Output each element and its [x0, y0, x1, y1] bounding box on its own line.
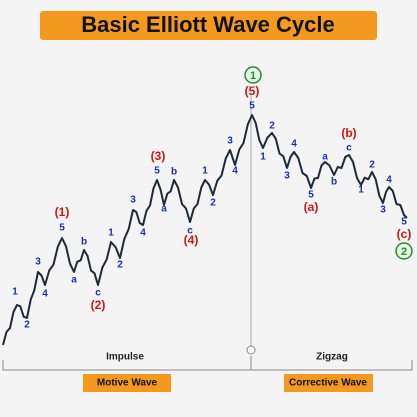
wave-label: b — [171, 167, 177, 178]
wave-label: 1 — [202, 166, 208, 177]
peak-marker-circle — [244, 66, 262, 84]
badge — [284, 374, 373, 392]
wave-line — [2, 114, 408, 346]
title-box — [40, 11, 377, 40]
section-label: Zigzag — [316, 352, 348, 363]
wave-label: 2 — [269, 121, 275, 132]
wave-label: 2 — [24, 320, 30, 331]
badge-label: Motive Wave — [97, 378, 158, 389]
wave-label: a — [71, 275, 77, 286]
wave-label: 5 — [59, 223, 65, 234]
wave-label: 5 — [154, 166, 160, 177]
wave-label: 4 — [42, 289, 48, 300]
badge — [83, 374, 171, 392]
wave-label: 2 — [210, 198, 216, 209]
wave-label: 3 — [130, 195, 136, 206]
section-label: Impulse — [106, 352, 144, 363]
degree-label: (1) — [55, 205, 70, 219]
wave-label: 3 — [380, 205, 386, 216]
wave-label: c — [346, 143, 352, 154]
wave-label: 1 — [108, 228, 114, 239]
wave-label: 4 — [291, 139, 297, 150]
wave-label: 5 — [401, 217, 407, 228]
wave-label: 3 — [35, 257, 41, 268]
wave-label: 4 — [386, 175, 392, 186]
wave-label: 3 — [227, 136, 233, 147]
degree-label: (3) — [151, 149, 166, 163]
wave-label: a — [322, 152, 328, 163]
title: Basic Elliott Wave Cycle — [81, 12, 335, 37]
wave-label: c — [95, 288, 101, 299]
degree-label: (b) — [341, 126, 356, 140]
bracket — [2, 356, 413, 371]
wave-label: 2 — [369, 160, 375, 171]
degree-label: (5) — [245, 84, 260, 98]
wave-label: 3 — [284, 171, 290, 182]
wave-label: 5 — [308, 190, 314, 201]
wave-label: 5 — [249, 101, 255, 112]
degree-label: (c) — [397, 227, 412, 241]
wave-label: 4 — [140, 228, 146, 239]
end-marker: 2 — [401, 246, 407, 258]
wave-label: 1 — [12, 287, 18, 298]
wave-label: b — [331, 177, 337, 188]
divider-knob — [246, 345, 256, 355]
badge-label: Corrective Wave — [289, 378, 367, 389]
degree-label: (2) — [91, 298, 106, 312]
peak-marker: 1 — [250, 70, 256, 82]
wave-label: a — [161, 204, 167, 215]
wave-label: c — [187, 226, 193, 237]
end-marker-circle — [395, 242, 413, 260]
wave-label: 2 — [117, 260, 123, 271]
wave-label: 1 — [260, 152, 266, 163]
degree-label: (a) — [304, 200, 319, 214]
wave-label: 1 — [358, 185, 364, 196]
wave-label: b — [81, 237, 87, 248]
degree-label: (4) — [184, 233, 199, 247]
wave-label: 4 — [232, 166, 238, 177]
